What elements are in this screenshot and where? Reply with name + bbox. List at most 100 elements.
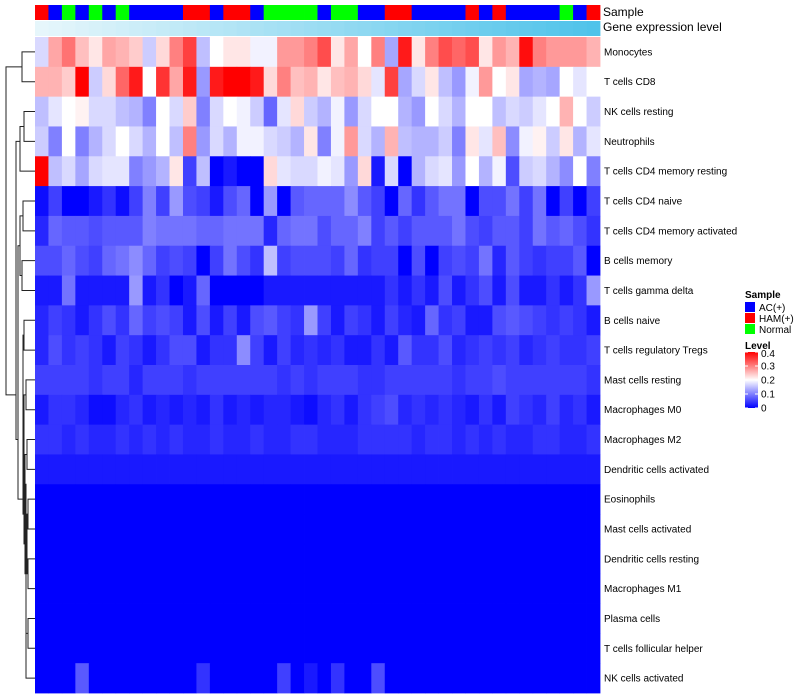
heatmap-cell: [317, 215, 332, 247]
heatmap-cell: [505, 424, 520, 455]
heatmap-cell: [344, 454, 359, 485]
heatmap-cell: [263, 37, 278, 68]
dendrogram-branch: [23, 319, 35, 351]
heatmap-cell: [505, 394, 520, 426]
heatmap-cell: [317, 365, 332, 396]
heatmap-cell: [384, 305, 399, 336]
heatmap-cell: [209, 335, 224, 366]
heatmap-cell: [102, 305, 117, 336]
heatmap-cell: [371, 484, 386, 515]
heatmap-cell: [290, 245, 305, 276]
heatmap-cell: [411, 573, 426, 604]
heatmap-cell: [169, 156, 184, 187]
heatmap-cell: [357, 37, 372, 68]
heatmap-cell: [209, 484, 224, 515]
heatmap-cell: [546, 454, 561, 485]
heatmap-cell: [492, 245, 507, 276]
heatmap-cell: [290, 156, 305, 187]
heatmap-cell: [304, 394, 318, 426]
heatmap-cell: [250, 633, 265, 664]
heatmap-cell: [223, 96, 238, 127]
heatmap-cell: [236, 37, 251, 68]
heatmap-cell: [182, 603, 197, 634]
heatmap-cell: [35, 573, 49, 604]
heatmap-cell: [317, 424, 332, 455]
heatmap-cell: [478, 275, 493, 306]
heatmap-cell: [277, 365, 291, 396]
sample-track-label: Sample: [603, 5, 644, 19]
heatmap-cell: [223, 335, 238, 366]
heatmap-cell: [546, 633, 561, 664]
heatmap-cell: [465, 275, 480, 306]
heatmap-cell: [75, 126, 90, 157]
heatmap-cell: [142, 275, 157, 306]
gene-expression-cell: [317, 21, 332, 36]
heatmap-cell: [129, 454, 144, 485]
heatmap-cell: [209, 305, 224, 336]
heatmap-cell: [236, 514, 251, 545]
heatmap-cell: [398, 156, 413, 187]
heatmap-cell: [209, 394, 224, 426]
heatmap-cell: [290, 37, 305, 68]
heatmap-cell: [384, 245, 399, 276]
heatmap-cell: [465, 305, 480, 336]
gene-expression-cell: [236, 21, 251, 36]
heatmap-cell: [317, 305, 332, 336]
heatmap-cell: [478, 484, 493, 515]
heatmap-cell: [290, 305, 305, 336]
heatmap-cell: [290, 603, 305, 634]
heatmap-cell: [169, 454, 184, 485]
heatmap-cell: [573, 484, 587, 515]
heatmap-cell: [505, 633, 520, 664]
heatmap-cell: [398, 573, 413, 604]
heatmap-cell: [532, 305, 547, 336]
heatmap-cell: [61, 126, 76, 157]
heatmap-cell: [196, 245, 211, 276]
heatmap-cell: [142, 215, 157, 247]
heatmap-cell: [236, 633, 251, 664]
heatmap-cell: [411, 514, 426, 545]
heatmap-cell: [48, 215, 63, 247]
heatmap-cell: [559, 186, 574, 217]
heatmap-cell: [129, 186, 144, 217]
sample-cell: [61, 5, 76, 20]
heatmap-cell: [263, 275, 278, 306]
heatmap-cell: [35, 215, 49, 247]
sample-cell: [357, 5, 372, 20]
heatmap-cell: [532, 484, 547, 515]
heatmap-cell: [182, 424, 197, 455]
heatmap-cell: [277, 245, 291, 276]
heatmap-cell: [371, 365, 386, 396]
heatmap-cell: [115, 543, 130, 575]
heatmap-cell: [169, 126, 184, 157]
heatmap-cell: [102, 603, 117, 634]
heatmap-cell: [344, 633, 359, 664]
heatmap-cell: [250, 484, 265, 515]
heatmap-cell: [478, 424, 493, 455]
heatmap-cell: [115, 96, 130, 127]
sample-cell: [102, 5, 117, 20]
row-label: T cells regulatory Tregs: [604, 346, 708, 357]
heatmap-cell: [559, 37, 574, 68]
heatmap-cell: [465, 37, 480, 68]
heatmap-cell: [344, 394, 359, 426]
heatmap-cell: [75, 603, 90, 634]
heatmap-cell: [330, 603, 345, 634]
heatmap-cell: [290, 454, 305, 485]
heatmap-cell: [250, 573, 265, 604]
heatmap-cell: [384, 454, 399, 485]
dendrogram-branch: [22, 334, 24, 515]
heatmap-cell: [182, 663, 197, 694]
gene-expression-annotation-track: [35, 21, 601, 36]
heatmap-cell: [263, 96, 278, 127]
sample-annotation-track: [35, 5, 601, 20]
heatmap-cell: [35, 275, 49, 306]
heatmap-cell: [304, 96, 318, 127]
heatmap-cell: [465, 335, 480, 366]
heatmap-cell: [492, 305, 507, 336]
heatmap-cell: [290, 215, 305, 247]
heatmap-cell: [465, 66, 480, 98]
heatmap-cell: [263, 365, 278, 396]
heatmap-cell: [48, 275, 63, 306]
heatmap-cell: [519, 603, 534, 634]
